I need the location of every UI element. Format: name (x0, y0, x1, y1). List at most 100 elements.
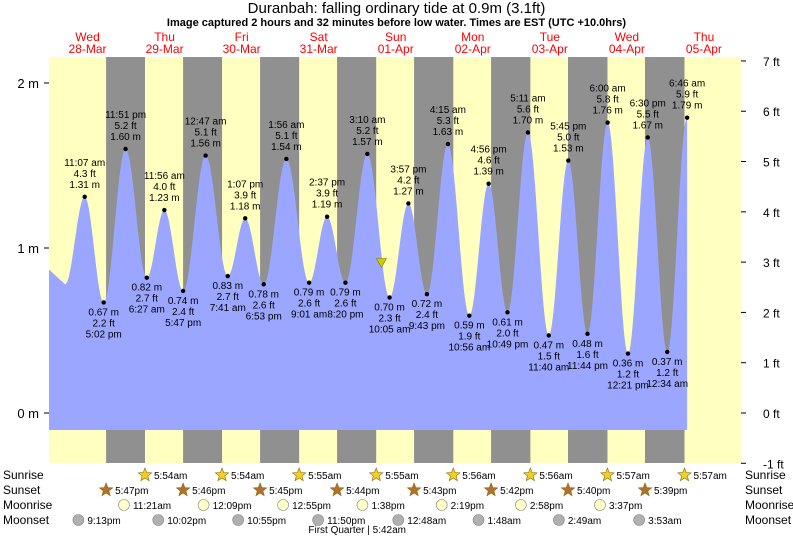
tide-extreme-label: 1.54 m (271, 142, 302, 153)
tide-extreme-point (684, 115, 690, 120)
moonrise-icon (118, 499, 130, 511)
sunset-time: 5:45pm (269, 486, 302, 497)
tide-extreme-label: 2.4 ft (172, 307, 194, 318)
tide-extreme-label: 6:46 am (669, 79, 705, 90)
sunset-icon (252, 482, 268, 497)
sunset-icon (329, 482, 345, 497)
tide-extreme-label: 4.0 ft (153, 182, 175, 193)
tide-extreme-label: 5.1 ft (275, 131, 297, 142)
tide-extreme-label: 0.74 m (168, 296, 199, 307)
sunset-icon (560, 482, 576, 497)
tide-extreme-label: 10:56 am (449, 343, 491, 354)
tide-extreme-point (306, 280, 312, 285)
y-tick-label-ft: 4 ft (763, 206, 780, 220)
tide-extreme-label: 4.6 ft (477, 156, 499, 167)
day-headers: Wed28-MarThu29-MarFri30-MarSat31-MarSun0… (69, 30, 722, 56)
tide-extreme-label: 10:49 pm (487, 339, 529, 350)
moonset-time: 10:02pm (167, 516, 206, 527)
day-date: 01-Apr (378, 42, 414, 56)
tide-extreme-label: 0.61 m (492, 317, 523, 328)
tide-extreme-labels: 11:07 am4.3 ft1.31 m 0.67 m2.2 ft5:02 pm 1… (64, 79, 705, 392)
tide-extreme-label: 4.3 ft (74, 169, 96, 180)
sunset-time: 5:39pm (654, 486, 687, 497)
moonrise-icon (515, 499, 527, 511)
tide-extreme-label: 0.37 m (652, 357, 683, 368)
tide-extreme-label: 1.31 m (69, 180, 100, 191)
tide-extreme-label: 2.0 ft (496, 328, 518, 339)
moonset-icon (472, 514, 485, 526)
tide-area (49, 117, 688, 431)
tide-extreme-point (180, 288, 186, 294)
day-name: Wed (75, 30, 99, 44)
tide-extreme-label: 0.67 m (88, 307, 119, 318)
sunset-time: 5:46pm (192, 486, 225, 497)
sunrise-time: 5:55am (308, 471, 341, 482)
tide-extreme-label: 4:15 am (430, 105, 466, 116)
tide-extreme-label: 5:47 pm (165, 318, 201, 329)
tide-extreme-label: 0.59 m (454, 321, 485, 332)
tide-extreme-label: 4:56 pm (471, 145, 507, 156)
sunset-time: 5:42pm (500, 486, 533, 497)
sunset-icon (637, 482, 653, 497)
tide-extreme-point (123, 146, 128, 152)
tide-extreme-label: 1.6 ft (576, 350, 598, 361)
tide-extreme-label: 2.7 ft (136, 294, 158, 305)
tide-extreme-point (144, 275, 149, 280)
tide-extreme-point (525, 130, 531, 135)
sunrise-time: 5:56am (539, 471, 572, 482)
tide-extreme-label: 1.60 m (110, 132, 141, 143)
tide-extreme-label: 2.6 ft (298, 299, 320, 310)
row-label-sunset: Sunset (3, 483, 41, 497)
tide-extreme-label: 12:34 am (646, 379, 688, 390)
tide-extreme-label: 3:10 am (349, 115, 385, 126)
tide-extreme-label: 10:05 am (369, 325, 411, 336)
tide-extreme-label: 5.0 ft (557, 133, 579, 144)
tide-extreme-point (365, 151, 370, 157)
tide-extreme-label: 2.7 ft (217, 292, 239, 303)
day-name: Sun (385, 30, 406, 44)
moonrise-icon (197, 499, 210, 511)
tide-extreme-label: 0.70 m (374, 303, 405, 314)
tide-extreme-point (645, 135, 650, 140)
day-date: 02-Apr (455, 42, 491, 56)
tide-extreme-point (162, 207, 167, 213)
sunset-time: 5:44pm (346, 486, 379, 497)
tide-extreme-label: 1:56 am (268, 120, 304, 131)
sunset-icon (406, 482, 422, 497)
row-label-sunrise-right: Sunrise (745, 468, 786, 482)
tide-extreme-label: 1.2 ft (656, 368, 678, 379)
sunrise-time: 5:54am (231, 471, 264, 482)
tide-extreme-label: 5.1 ft (194, 128, 216, 139)
tide-extreme-label: 11:56 am (144, 171, 185, 182)
y-tick-label-ft: 0 ft (763, 407, 780, 421)
moonset-icon (633, 514, 645, 526)
tide-extreme-point (566, 158, 571, 163)
tide-extreme-label: 5:11 am (510, 94, 545, 105)
tide-extreme-label: 1.18 m (230, 201, 261, 212)
y-tick-label-m: 1 m (17, 241, 39, 256)
tide-extreme-label: 5.6 ft (517, 105, 539, 116)
sunrise-time: 5:57am (616, 471, 649, 482)
tide-extreme-label: 11:51 pm (105, 110, 146, 121)
y-tick-label-ft: 2 ft (763, 306, 780, 320)
moonset-time: 10:55pm (247, 516, 286, 527)
tide-extreme-label: 1.53 m (553, 144, 584, 155)
tide-extreme-label: 11:07 am (64, 158, 105, 169)
tide-extreme-point (82, 194, 87, 200)
tide-extreme-label: 0.47 m (533, 340, 564, 351)
tide-extreme-label: 2.6 ft (334, 299, 356, 310)
row-label-sunset-right: Sunset (745, 483, 783, 497)
tide-extreme-label: 11:40 am (528, 362, 569, 373)
day-date: 29-Mar (146, 42, 184, 56)
moonset-time: 1:48am (488, 516, 521, 527)
tide-extreme-label: 1.9 ft (458, 332, 480, 343)
sunset-time: 5:40pm (577, 486, 610, 497)
day-date: 03-Apr (532, 42, 568, 56)
tide-extreme-label: 3:57 pm (390, 164, 426, 175)
current-tide-marker (375, 258, 387, 269)
tide-extreme-label: 5.2 ft (356, 126, 378, 137)
tide-extreme-label: 5.8 ft (596, 95, 618, 106)
sunrise-icon (291, 467, 307, 482)
page-subtitle: Image captured 2 hours and 32 minutes be… (166, 17, 627, 29)
